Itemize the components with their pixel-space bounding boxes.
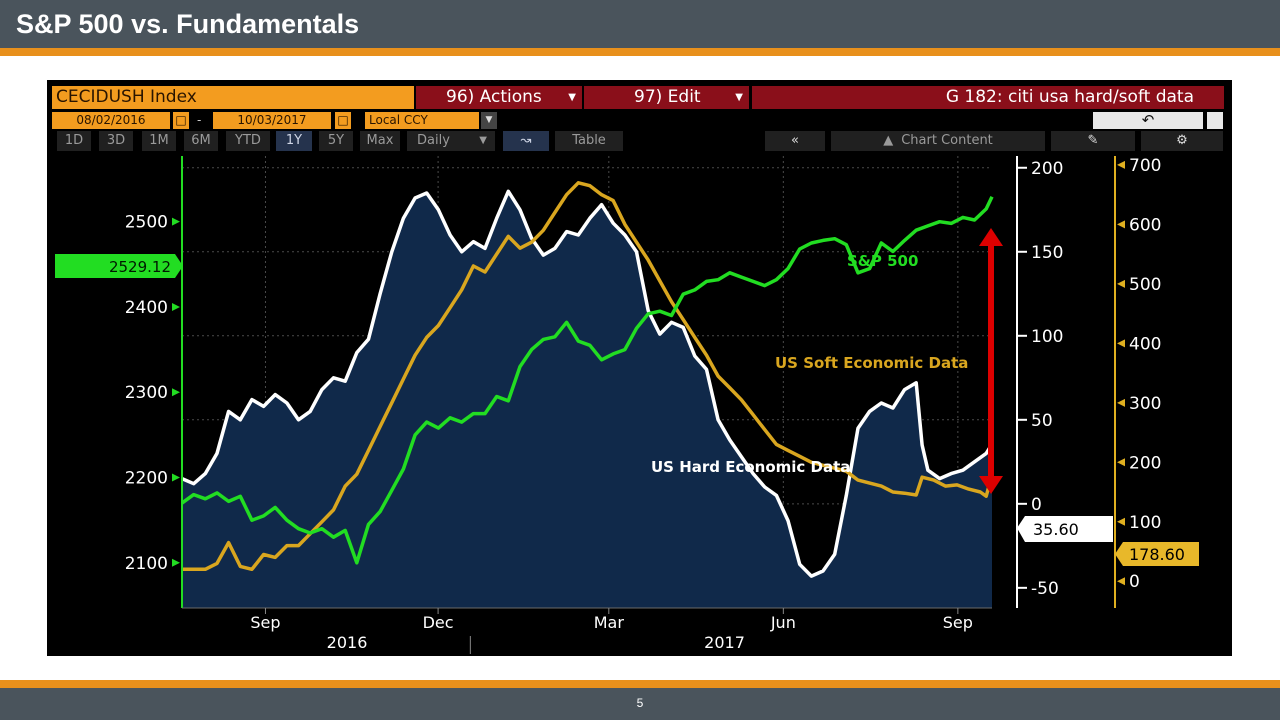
- currency-field[interactable]: Local CCY: [365, 112, 479, 129]
- edit-label: 97) Edit: [634, 87, 701, 107]
- right-inner-tick-label: 150: [1031, 243, 1063, 263]
- page-number: 5: [636, 696, 644, 710]
- right-outer-tick-label: 500: [1129, 275, 1161, 295]
- soft-current-value: 178.60: [1129, 545, 1185, 564]
- right-outer-tick-label: 200: [1129, 453, 1161, 473]
- actions-label: 96) Actions: [446, 87, 542, 107]
- x-tick-label: Mar: [594, 613, 625, 632]
- period-6m-button[interactable]: 6M: [184, 131, 218, 151]
- hard-current-value: 35.60: [1033, 520, 1079, 539]
- left-tick-label: 2500: [125, 213, 168, 233]
- chart-content-button[interactable]: ▲ Chart Content: [831, 131, 1045, 151]
- x-tick-label: Dec: [423, 613, 454, 632]
- line-chart-icon[interactable]: ↝: [503, 131, 549, 151]
- table-button[interactable]: Table: [555, 131, 623, 151]
- soft-data-annotation: US Soft Economic Data: [775, 354, 968, 372]
- right-outer-tick: [1117, 398, 1125, 407]
- end-date-field[interactable]: 10/03/2017: [213, 112, 331, 129]
- chart-title-field[interactable]: G 182: citi usa hard/soft data: [752, 86, 1224, 109]
- axes: 2100 2200 2300 2400 2500 -50 0 50 100 150 200 0 100 2…: [125, 156, 1161, 654]
- frequency-dropdown[interactable]: Daily ▼: [407, 131, 495, 151]
- hard-data-annotation: US Hard Economic Data: [651, 458, 850, 476]
- period-5y-button[interactable]: 5Y: [319, 131, 353, 151]
- slide-title: S&P 500 vs. Fundamentals: [16, 9, 360, 39]
- undo-arrow-icon[interactable]: ↶: [1093, 112, 1203, 129]
- caret-down-icon[interactable]: ▼: [481, 112, 497, 129]
- slide-footer: 5: [0, 688, 1280, 720]
- right-outer-tick-label: 600: [1129, 215, 1161, 235]
- header-accent-bar: [0, 48, 1280, 56]
- left-tick-label: 2200: [125, 469, 168, 489]
- right-outer-tick: [1117, 458, 1125, 467]
- sp500-current-tag: 2529.12: [55, 254, 183, 278]
- right-outer-tick-label: 700: [1129, 156, 1161, 176]
- period-3d-button[interactable]: 3D: [99, 131, 133, 151]
- sp500-current-value: 2529.12: [109, 258, 171, 276]
- hard-current-tag: 35.60: [1017, 516, 1113, 542]
- caret-down-icon: ▼: [735, 92, 743, 103]
- actions-menu[interactable]: 96) Actions ▼: [416, 86, 582, 109]
- soft-data-line: [182, 181, 994, 572]
- x-tick-label: Sep: [250, 613, 280, 632]
- left-tick: [172, 217, 180, 226]
- left-tick: [172, 302, 180, 311]
- soft-current-tag: 178.60: [1115, 542, 1199, 566]
- period-ytd-button[interactable]: YTD: [226, 131, 270, 151]
- footer-accent-bar: [0, 680, 1280, 688]
- right-outer-tick: [1117, 339, 1125, 348]
- period-max-button[interactable]: Max: [360, 131, 400, 151]
- right-outer-tick-label: 100: [1129, 513, 1161, 533]
- right-inner-tick-label: 0: [1031, 495, 1042, 515]
- right-outer-tick-label: 400: [1129, 334, 1161, 354]
- left-tick: [172, 388, 180, 397]
- calendar-icon[interactable]: □: [335, 112, 351, 129]
- slide-header: S&P 500 vs. Fundamentals: [0, 0, 1280, 48]
- red-double-arrow: [979, 228, 1003, 494]
- back-button[interactable]: «: [765, 131, 825, 151]
- window-control[interactable]: [1207, 112, 1223, 129]
- gear-icon[interactable]: ⚙: [1141, 131, 1223, 151]
- right-inner-tick-label: -50: [1031, 579, 1059, 599]
- right-inner-tick-label: 200: [1031, 159, 1063, 179]
- hard-data-line: [181, 189, 994, 578]
- left-tick-label: 2300: [125, 383, 168, 403]
- frequency-label: Daily: [417, 133, 450, 148]
- edit-menu[interactable]: 97) Edit ▼: [584, 86, 749, 109]
- chart-content-icon: ▲: [883, 133, 894, 148]
- left-tick-label: 2100: [125, 554, 168, 574]
- bloomberg-chart-window: CECIDUSH Index 96) Actions ▼ 97) Edit ▼ …: [47, 80, 1232, 656]
- right-inner-tick-label: 50: [1031, 411, 1053, 431]
- right-outer-tick-label: 0: [1129, 572, 1140, 592]
- left-tick: [172, 558, 180, 567]
- right-outer-tick: [1117, 577, 1125, 586]
- calendar-icon[interactable]: □: [173, 112, 189, 129]
- sp500-annotation: S&P 500: [847, 252, 918, 270]
- year-label: 2017: [704, 633, 745, 652]
- chart-area: 2100 2200 2300 2400 2500 -50 0 50 100 150 200 0 100 2…: [55, 156, 1199, 654]
- chart-content-label: Chart Content: [901, 133, 993, 148]
- sp500-line: [180, 196, 994, 565]
- caret-down-icon: ▼: [479, 135, 487, 146]
- right-outer-tick: [1117, 517, 1125, 526]
- left-tick: [172, 473, 180, 482]
- year-label: 2016: [327, 633, 368, 652]
- period-1m-button[interactable]: 1M: [142, 131, 176, 151]
- right-outer-tick-label: 300: [1129, 394, 1161, 414]
- x-tick-label: Jun: [770, 613, 796, 632]
- x-tick-label: Sep: [943, 613, 973, 632]
- right-outer-tick: [1117, 279, 1125, 288]
- period-1d-button[interactable]: 1D: [57, 131, 91, 151]
- start-date-field[interactable]: 08/02/2016: [52, 112, 170, 129]
- ticker-field[interactable]: CECIDUSH Index: [52, 86, 414, 109]
- left-tick-label: 2400: [125, 298, 168, 318]
- date-separator: -: [197, 113, 202, 127]
- period-1y-button[interactable]: 1Y: [276, 131, 312, 151]
- right-outer-tick: [1117, 160, 1125, 169]
- pencil-icon[interactable]: ✎: [1051, 131, 1135, 151]
- caret-down-icon: ▼: [568, 92, 576, 103]
- right-inner-tick-label: 100: [1031, 327, 1063, 347]
- right-outer-tick: [1117, 220, 1125, 229]
